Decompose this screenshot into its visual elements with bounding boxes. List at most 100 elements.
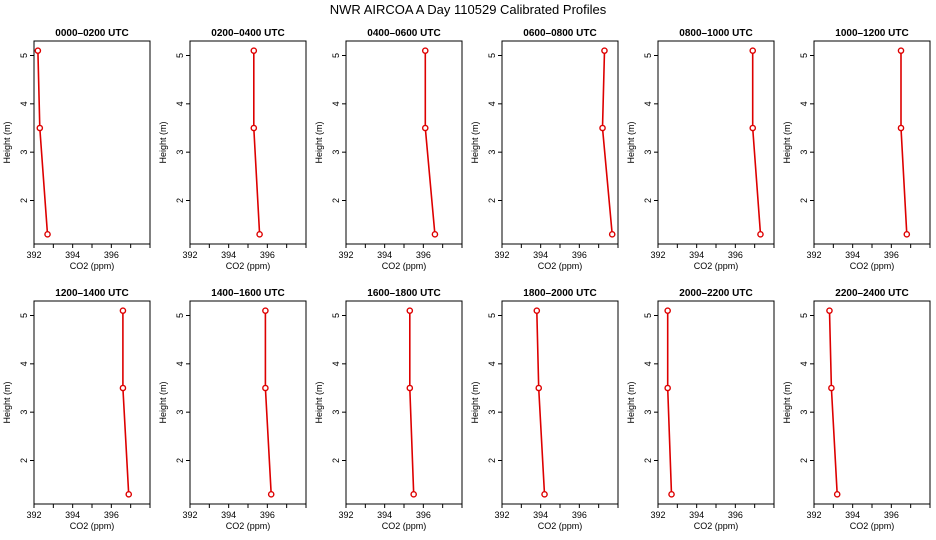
data-point	[267, 491, 275, 498]
y-tick-label: 2	[487, 458, 497, 463]
y-tick-label: 4	[487, 101, 497, 106]
panel-title: 1200–1400 UTC	[55, 288, 128, 299]
panel: 0800–1000 UTC 392 394 396 2 3 4 5 CO2 (ppm) Heigh…	[626, 28, 775, 271]
x-axis-label: CO2 (ppm)	[538, 521, 583, 531]
x-tick-label: 396	[572, 250, 587, 260]
y-tick-label: 4	[643, 101, 653, 106]
x-tick-label: 394	[221, 510, 236, 520]
y-tick-label: 2	[799, 458, 809, 463]
y-tick-label: 5	[175, 313, 185, 318]
plot-frame	[501, 300, 619, 505]
data-point	[826, 307, 833, 314]
data-point	[749, 124, 757, 132]
figure-title: NWR AIRCOA A Day 110529 Calibrated Profi…	[330, 2, 607, 17]
series-line	[122, 310, 130, 495]
x-tick-label: 394	[221, 250, 236, 260]
plot-frame	[189, 40, 307, 245]
panel-grid: 0000–0200 UTC 392 394 396 2 3 4 5 CO2 (ppm) Heigh…	[2, 28, 931, 531]
data-point	[125, 491, 133, 498]
x-axis-label: CO2 (ppm)	[850, 521, 895, 531]
data-point	[406, 307, 414, 314]
y-tick-label: 3	[331, 410, 341, 415]
x-tick-label: 394	[377, 510, 392, 520]
y-tick-label: 5	[331, 313, 341, 318]
x-tick-label: 396	[728, 250, 743, 260]
data-point	[250, 124, 258, 132]
x-axis-label: CO2 (ppm)	[694, 261, 739, 271]
y-tick-label: 3	[487, 150, 497, 155]
data-point	[897, 47, 905, 54]
data-point	[533, 307, 541, 314]
data-point	[262, 384, 269, 392]
data-point	[119, 384, 127, 392]
x-tick-label: 396	[416, 250, 431, 260]
x-tick-label: 392	[182, 510, 197, 520]
y-tick-label: 4	[799, 361, 809, 366]
y-axis-label: Height (m)	[2, 381, 12, 423]
x-tick-label: 392	[338, 510, 353, 520]
x-tick-label: 396	[416, 510, 431, 520]
plot-frame	[657, 40, 775, 245]
series-line	[408, 310, 415, 495]
series-line	[37, 50, 49, 235]
series-line	[751, 50, 762, 235]
panel-title: 0400–0600 UTC	[367, 28, 440, 39]
data-point	[34, 47, 42, 54]
y-tick-label: 4	[331, 101, 341, 106]
y-tick-label: 2	[175, 458, 185, 463]
y-tick-label: 3	[19, 150, 29, 155]
data-point	[664, 307, 671, 314]
y-tick-label: 3	[331, 150, 341, 155]
x-tick-label: 396	[884, 510, 899, 520]
x-tick-label: 394	[65, 510, 80, 520]
data-point	[749, 47, 757, 54]
y-tick-label: 3	[799, 150, 809, 155]
x-axis-label: CO2 (ppm)	[226, 521, 271, 531]
data-point	[833, 491, 841, 498]
y-tick-label: 3	[643, 410, 653, 415]
y-tick-label: 2	[643, 198, 653, 203]
y-tick-label: 4	[487, 361, 497, 366]
data-point	[410, 491, 417, 498]
y-tick-label: 4	[175, 101, 185, 106]
y-tick-label: 2	[175, 198, 185, 203]
y-tick-label: 3	[799, 410, 809, 415]
data-point	[421, 124, 429, 132]
y-axis-label: Height (m)	[470, 121, 480, 163]
x-axis-label: CO2 (ppm)	[694, 521, 739, 531]
y-tick-label: 5	[643, 53, 653, 58]
y-tick-label: 2	[799, 198, 809, 203]
x-tick-label: 392	[26, 510, 41, 520]
plot-frame	[33, 40, 151, 245]
y-tick-label: 5	[487, 53, 497, 58]
y-tick-label: 4	[331, 361, 341, 366]
y-axis-label: Height (m)	[470, 381, 480, 423]
y-axis-label: Height (m)	[626, 381, 636, 423]
panel: 0000–0200 UTC 392 394 396 2 3 4 5 CO2 (ppm) Heigh…	[2, 28, 151, 271]
y-tick-label: 4	[19, 101, 29, 106]
y-axis-label: Height (m)	[626, 121, 636, 163]
series-line	[264, 310, 272, 495]
y-tick-label: 4	[175, 361, 185, 366]
panel-title: 1800–2000 UTC	[523, 288, 596, 299]
data-point	[421, 47, 429, 54]
y-tick-label: 3	[19, 410, 29, 415]
series-line	[424, 50, 436, 235]
data-point	[44, 231, 51, 238]
panel: 1600–1800 UTC 392 394 396 2 3 4 5 CO2 (ppm) Heigh…	[314, 288, 463, 531]
x-tick-label: 392	[494, 510, 509, 520]
data-point	[897, 124, 905, 132]
y-axis-label: Height (m)	[158, 381, 168, 423]
y-tick-label: 5	[175, 53, 185, 58]
panel-title: 1600–1800 UTC	[367, 288, 440, 299]
plot-frame	[657, 300, 775, 505]
panel: 0600–0800 UTC 392 394 396 2 3 4 5 CO2 (ppm) Heigh…	[470, 28, 619, 271]
x-tick-label: 396	[260, 250, 275, 260]
data-point	[664, 384, 671, 392]
x-tick-label: 394	[65, 250, 80, 260]
y-tick-label: 2	[331, 458, 341, 463]
x-axis-label: CO2 (ppm)	[70, 521, 115, 531]
panel-title: 1000–1200 UTC	[835, 28, 908, 39]
y-axis-label: Height (m)	[314, 381, 324, 423]
panel: 2200–2400 UTC 392 394 396 2 3 4 5 CO2 (ppm) Heigh…	[782, 288, 931, 531]
